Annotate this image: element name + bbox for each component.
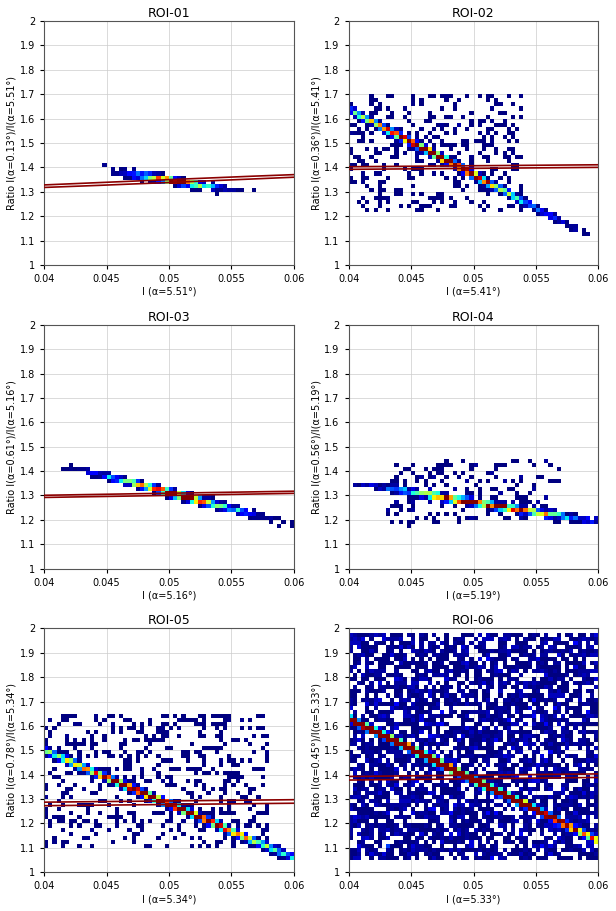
X-axis label: I (α=5.41°): I (α=5.41°) <box>447 287 501 297</box>
Title: ROI-03: ROI-03 <box>148 311 190 323</box>
Y-axis label: Ratio I(α=0.78°)/I(α=5.34°): Ratio I(α=0.78°)/I(α=5.34°) <box>7 683 17 817</box>
Title: ROI-04: ROI-04 <box>452 311 495 323</box>
Y-axis label: Ratio I(α=0.13°)/I(α=5.51°): Ratio I(α=0.13°)/I(α=5.51°) <box>7 76 17 210</box>
X-axis label: I (α=5.19°): I (α=5.19°) <box>447 590 501 600</box>
Y-axis label: Ratio I(α=0.36°)/I(α=5.41°): Ratio I(α=0.36°)/I(α=5.41°) <box>312 77 322 210</box>
X-axis label: I (α=5.34°): I (α=5.34°) <box>142 894 196 904</box>
Title: ROI-06: ROI-06 <box>452 614 495 628</box>
X-axis label: I (α=5.33°): I (α=5.33°) <box>447 894 501 904</box>
X-axis label: I (α=5.51°): I (α=5.51°) <box>142 287 197 297</box>
X-axis label: I (α=5.16°): I (α=5.16°) <box>142 590 196 600</box>
Title: ROI-02: ROI-02 <box>452 7 495 20</box>
Y-axis label: Ratio I(α=0.45°)/I(α=5.33°): Ratio I(α=0.45°)/I(α=5.33°) <box>312 683 322 817</box>
Y-axis label: Ratio I(α=0.56°)/I(α=5.19°): Ratio I(α=0.56°)/I(α=5.19°) <box>312 380 322 514</box>
Title: ROI-01: ROI-01 <box>148 7 190 20</box>
Title: ROI-05: ROI-05 <box>148 614 190 628</box>
Y-axis label: Ratio I(α=0.61°)/I(α=5.16°): Ratio I(α=0.61°)/I(α=5.16°) <box>7 380 17 514</box>
